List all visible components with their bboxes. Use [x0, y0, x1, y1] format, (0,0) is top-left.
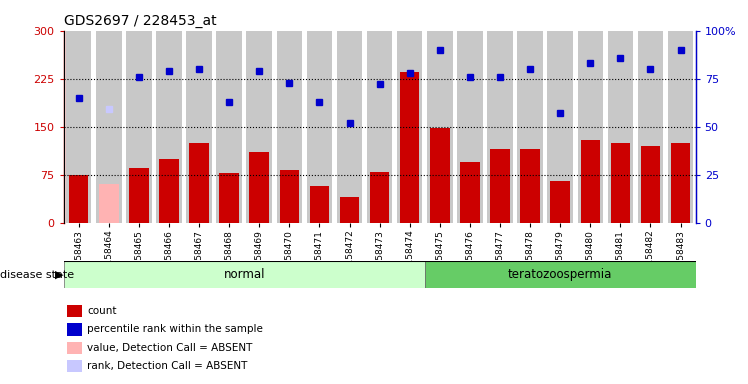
Bar	[67, 342, 82, 354]
Bar	[551, 181, 570, 223]
Bar	[67, 360, 82, 372]
Bar	[457, 31, 482, 223]
Bar	[67, 323, 82, 336]
Bar	[249, 152, 269, 223]
Text: GDS2697 / 228453_at: GDS2697 / 228453_at	[64, 14, 216, 28]
Bar	[487, 31, 513, 223]
Bar	[310, 186, 329, 223]
Bar	[216, 31, 242, 223]
Bar	[548, 31, 573, 223]
Bar	[460, 162, 479, 223]
Bar	[280, 170, 299, 223]
Bar	[246, 31, 272, 223]
Bar	[671, 143, 690, 223]
Bar	[99, 184, 118, 223]
Text: disease state: disease state	[0, 270, 74, 280]
Bar	[641, 146, 660, 223]
Text: value, Detection Call = ABSENT: value, Detection Call = ABSENT	[87, 343, 253, 353]
Bar	[607, 31, 634, 223]
Bar	[64, 261, 425, 288]
Text: normal: normal	[224, 268, 265, 281]
Bar	[521, 149, 540, 223]
Bar	[577, 31, 603, 223]
Bar	[126, 31, 152, 223]
Bar	[219, 173, 239, 223]
Text: teratozoospermia: teratozoospermia	[508, 268, 613, 281]
Bar	[67, 305, 82, 317]
Bar	[69, 175, 88, 223]
Bar	[129, 168, 149, 223]
Bar	[156, 31, 182, 223]
Bar	[518, 31, 543, 223]
Bar	[580, 139, 600, 223]
Bar	[66, 31, 91, 223]
Bar	[307, 31, 332, 223]
Bar	[337, 31, 362, 223]
Bar	[668, 31, 693, 223]
Bar	[400, 72, 420, 223]
Bar	[430, 128, 450, 223]
Bar	[638, 31, 663, 223]
Bar	[427, 31, 453, 223]
Bar	[490, 149, 510, 223]
Bar	[340, 197, 359, 223]
Bar	[367, 31, 393, 223]
Bar	[425, 261, 696, 288]
Bar	[189, 143, 209, 223]
Text: rank, Detection Call = ABSENT: rank, Detection Call = ABSENT	[87, 361, 248, 371]
Bar	[277, 31, 302, 223]
Text: ▶: ▶	[55, 270, 63, 280]
Bar	[159, 159, 179, 223]
Bar	[96, 31, 121, 223]
Bar	[370, 172, 390, 223]
Text: percentile rank within the sample: percentile rank within the sample	[87, 324, 263, 334]
Bar	[397, 31, 423, 223]
Bar	[610, 143, 630, 223]
Bar	[186, 31, 212, 223]
Text: count: count	[87, 306, 117, 316]
